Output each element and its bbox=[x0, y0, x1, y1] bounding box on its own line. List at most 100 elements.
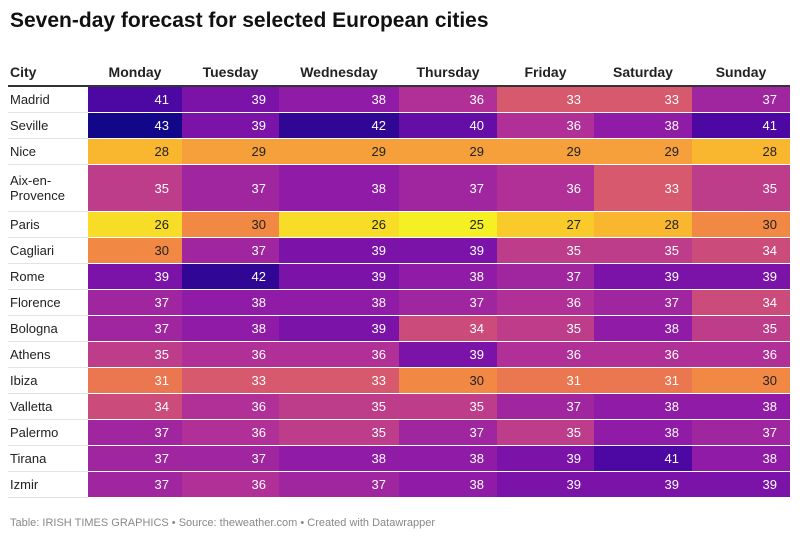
table-row: Izmir 37 36 37 38 39 39 39 bbox=[8, 471, 790, 498]
heatmap-cell: 30 bbox=[692, 367, 790, 394]
heatmap-cell: 34 bbox=[692, 237, 790, 264]
heatmap-cell: 37 bbox=[399, 419, 497, 446]
heatmap-cell: 26 bbox=[279, 211, 399, 238]
heatmap-cell: 38 bbox=[182, 289, 279, 316]
heatmap-cell: 29 bbox=[182, 138, 279, 165]
table-row: Rome 39 42 39 38 37 39 39 bbox=[8, 263, 790, 290]
heatmap-cell: 41 bbox=[594, 445, 692, 472]
heatmap-cell: 34 bbox=[88, 393, 182, 420]
heatmap-cell: 37 bbox=[279, 471, 399, 498]
heatmap-cell: 37 bbox=[182, 237, 279, 264]
heatmap-cell: 31 bbox=[88, 367, 182, 394]
heatmap-cell: 38 bbox=[279, 164, 399, 212]
heatmap-cell: 39 bbox=[692, 263, 790, 290]
table-row: Florence 37 38 38 37 36 37 34 bbox=[8, 289, 790, 316]
heatmap-cell: 36 bbox=[182, 341, 279, 368]
heatmap-cell: 39 bbox=[399, 237, 497, 264]
heatmap-cell: 38 bbox=[279, 445, 399, 472]
heatmap-cell: 37 bbox=[399, 164, 497, 212]
heatmap-cell: 37 bbox=[182, 164, 279, 212]
city-label: Izmir bbox=[8, 471, 88, 498]
heatmap-cell: 25 bbox=[399, 211, 497, 238]
heatmap-cell: 33 bbox=[594, 164, 692, 212]
heatmap-cell: 39 bbox=[88, 263, 182, 290]
city-label: Tirana bbox=[8, 445, 88, 472]
table-row: Athens 35 36 36 39 36 36 36 bbox=[8, 341, 790, 368]
heatmap-cell: 29 bbox=[279, 138, 399, 165]
city-label: Paris bbox=[8, 211, 88, 238]
heatmap-cell: 39 bbox=[594, 471, 692, 498]
heatmap-cell: 36 bbox=[399, 86, 497, 113]
heatmap-cell: 33 bbox=[594, 86, 692, 113]
column-header-sunday: Sunday bbox=[692, 58, 790, 87]
heatmap-cell: 33 bbox=[182, 367, 279, 394]
heatmap-cell: 38 bbox=[279, 86, 399, 113]
heatmap-cell: 30 bbox=[399, 367, 497, 394]
heatmap-cell: 42 bbox=[182, 263, 279, 290]
heatmap-cell: 36 bbox=[497, 341, 594, 368]
city-label: Bologna bbox=[8, 315, 88, 342]
city-label: Seville bbox=[8, 112, 88, 139]
heatmap-cell: 39 bbox=[279, 237, 399, 264]
heatmap-body: Madrid 41 39 38 36 33 33 37 Seville 43 39 42 40 36 38 4… bbox=[8, 86, 790, 498]
heatmap-cell: 29 bbox=[497, 138, 594, 165]
column-header-monday: Monday bbox=[88, 58, 182, 87]
column-header-city: City bbox=[8, 58, 88, 87]
table-row: Bologna 37 38 39 34 35 38 35 bbox=[8, 315, 790, 342]
heatmap-cell: 26 bbox=[88, 211, 182, 238]
heatmap-cell: 37 bbox=[88, 445, 182, 472]
city-label: Athens bbox=[8, 341, 88, 368]
heatmap-cell: 35 bbox=[497, 237, 594, 264]
heatmap-cell: 37 bbox=[497, 393, 594, 420]
heatmap-cell: 39 bbox=[399, 341, 497, 368]
heatmap-cell: 33 bbox=[279, 367, 399, 394]
heatmap-cell: 33 bbox=[497, 86, 594, 113]
table-row: Aix-en-Provence 35 37 38 37 36 33 35 bbox=[8, 164, 790, 212]
heatmap-cell: 36 bbox=[279, 341, 399, 368]
heatmap-cell: 31 bbox=[497, 367, 594, 394]
heatmap-cell: 37 bbox=[88, 471, 182, 498]
header-row: City Monday Tuesday Wednesday Thursday F… bbox=[8, 58, 790, 87]
heatmap-cell: 39 bbox=[497, 445, 594, 472]
heatmap-cell: 37 bbox=[594, 289, 692, 316]
heatmap-cell: 38 bbox=[399, 471, 497, 498]
heatmap-cell: 30 bbox=[182, 211, 279, 238]
city-label: Aix-en-Provence bbox=[8, 164, 88, 212]
heatmap-cell: 39 bbox=[692, 471, 790, 498]
column-header-tuesday: Tuesday bbox=[182, 58, 279, 87]
heatmap-cell: 41 bbox=[692, 112, 790, 139]
table-row: Seville 43 39 42 40 36 38 41 bbox=[8, 112, 790, 139]
heatmap-cell: 34 bbox=[692, 289, 790, 316]
heatmap-cell: 38 bbox=[399, 263, 497, 290]
table-row: Cagliari 30 37 39 39 35 35 34 bbox=[8, 237, 790, 264]
table-row: Paris 26 30 26 25 27 28 30 bbox=[8, 211, 790, 238]
column-header-wednesday: Wednesday bbox=[279, 58, 399, 87]
heatmap-cell: 38 bbox=[594, 112, 692, 139]
heatmap-cell: 36 bbox=[497, 112, 594, 139]
heatmap-cell: 39 bbox=[279, 263, 399, 290]
heatmap-cell: 40 bbox=[399, 112, 497, 139]
heatmap-cell: 36 bbox=[182, 393, 279, 420]
chart-title: Seven-day forecast for selected European… bbox=[10, 9, 489, 32]
column-header-friday: Friday bbox=[497, 58, 594, 87]
heatmap-cell: 38 bbox=[692, 445, 790, 472]
heatmap-cell: 39 bbox=[497, 471, 594, 498]
heatmap-cell: 37 bbox=[88, 419, 182, 446]
source-footer: Table: IRISH TIMES GRAPHICS • Source: th… bbox=[10, 517, 436, 529]
heatmap-cell: 31 bbox=[594, 367, 692, 394]
forecast-heatmap-table: City Monday Tuesday Wednesday Thursday F… bbox=[8, 58, 790, 498]
heatmap-cell: 38 bbox=[594, 393, 692, 420]
heatmap-cell: 34 bbox=[399, 315, 497, 342]
city-label: Madrid bbox=[8, 86, 88, 113]
heatmap-cell: 28 bbox=[88, 138, 182, 165]
heatmap-cell: 39 bbox=[594, 263, 692, 290]
heatmap-cell: 35 bbox=[497, 315, 594, 342]
heatmap-cell: 37 bbox=[692, 86, 790, 113]
heatmap-cell: 38 bbox=[279, 289, 399, 316]
heatmap-cell: 35 bbox=[692, 164, 790, 212]
heatmap-cell: 38 bbox=[182, 315, 279, 342]
city-label: Valletta bbox=[8, 393, 88, 420]
heatmap-cell: 39 bbox=[182, 112, 279, 139]
heatmap-cell: 38 bbox=[692, 393, 790, 420]
heatmap-cell: 37 bbox=[88, 289, 182, 316]
